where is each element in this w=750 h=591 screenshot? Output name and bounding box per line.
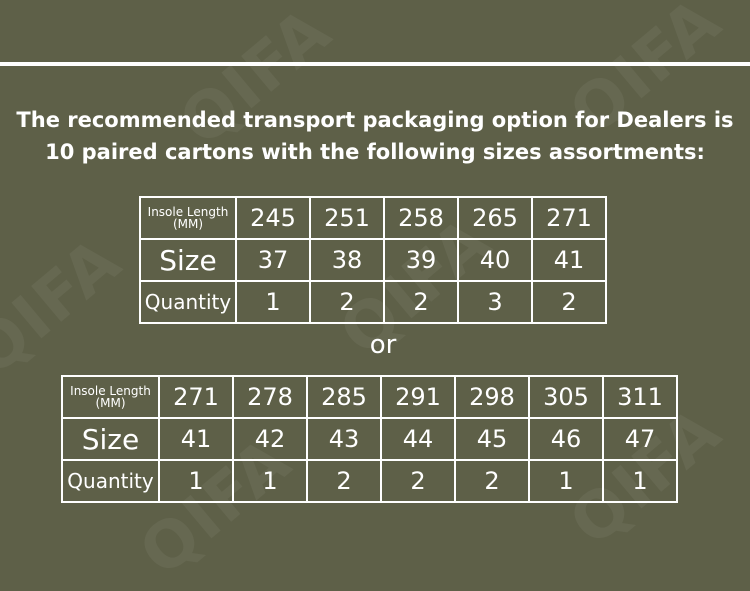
table-row-size: Size 37 38 39 40 41 bbox=[139, 238, 607, 282]
row-label-line: Insole Length bbox=[70, 384, 151, 398]
cell-insole-length: 258 bbox=[383, 196, 459, 240]
cell-size: 37 bbox=[235, 238, 311, 282]
watermark: QIFA bbox=[0, 223, 136, 391]
cell-insole-length: 305 bbox=[528, 375, 604, 419]
headline-line-1: The recommended transport packaging opti… bbox=[16, 108, 734, 132]
table-row-quantity: Quantity 1 2 2 3 2 bbox=[139, 280, 607, 324]
table-row-insole-length: Insole Length (MM) 245 251 258 265 271 bbox=[139, 196, 607, 240]
cell-size: 44 bbox=[380, 417, 456, 461]
row-label-unit: (MM) bbox=[172, 217, 204, 231]
cell-size: 41 bbox=[158, 417, 234, 461]
cell-insole-length: 251 bbox=[309, 196, 385, 240]
table-row-insole-length: Insole Length (MM) 271 278 285 291 298 305 311 bbox=[61, 375, 678, 419]
table-row-quantity: Quantity 1 1 2 2 2 1 1 bbox=[61, 459, 678, 503]
cell-size: 39 bbox=[383, 238, 459, 282]
cell-insole-length: 245 bbox=[235, 196, 311, 240]
row-label-size: Size bbox=[139, 238, 237, 282]
cell-size: 41 bbox=[531, 238, 607, 282]
cell-size: 46 bbox=[528, 417, 604, 461]
row-label-unit: (MM) bbox=[95, 396, 126, 410]
cell-quantity: 1 bbox=[602, 459, 678, 503]
size-table-2: Insole Length (MM) 271 278 285 291 298 305 311 Si… bbox=[61, 375, 678, 503]
cell-size: 38 bbox=[309, 238, 385, 282]
cell-quantity: 2 bbox=[383, 280, 459, 324]
cell-quantity: 1 bbox=[232, 459, 308, 503]
cell-quantity: 2 bbox=[306, 459, 382, 503]
cell-quantity: 1 bbox=[528, 459, 604, 503]
cell-quantity: 2 bbox=[380, 459, 456, 503]
cell-size: 45 bbox=[454, 417, 530, 461]
table-row-size: Size 41 42 43 44 45 46 47 bbox=[61, 417, 678, 461]
cell-insole-length: 265 bbox=[457, 196, 533, 240]
cell-insole-length: 311 bbox=[602, 375, 678, 419]
row-label-line: Insole Length bbox=[147, 205, 229, 219]
cell-insole-length: 298 bbox=[454, 375, 530, 419]
cell-insole-length: 285 bbox=[306, 375, 382, 419]
cell-quantity: 1 bbox=[235, 280, 311, 324]
row-label-quantity: Quantity bbox=[139, 280, 237, 324]
cell-quantity: 1 bbox=[158, 459, 234, 503]
cell-insole-length: 271 bbox=[531, 196, 607, 240]
headline: The recommended transport packaging opti… bbox=[0, 104, 750, 168]
cell-quantity: 2 bbox=[309, 280, 385, 324]
cell-quantity: 2 bbox=[454, 459, 530, 503]
cell-size: 43 bbox=[306, 417, 382, 461]
row-label-insole-length: Insole Length (MM) bbox=[139, 196, 237, 240]
divider-line bbox=[0, 62, 750, 66]
headline-line-2: 10 paired cartons with the following siz… bbox=[45, 140, 705, 164]
cell-insole-length: 278 bbox=[232, 375, 308, 419]
cell-size: 40 bbox=[457, 238, 533, 282]
cell-size: 47 bbox=[602, 417, 678, 461]
cell-quantity: 3 bbox=[457, 280, 533, 324]
cell-size: 42 bbox=[232, 417, 308, 461]
row-label-insole-length: Insole Length (MM) bbox=[61, 375, 160, 419]
cell-quantity: 2 bbox=[531, 280, 607, 324]
cell-insole-length: 271 bbox=[158, 375, 234, 419]
row-label-quantity: Quantity bbox=[61, 459, 160, 503]
row-label-size: Size bbox=[61, 417, 160, 461]
or-separator: or bbox=[369, 330, 397, 360]
cell-insole-length: 291 bbox=[380, 375, 456, 419]
size-table-1: Insole Length (MM) 245 251 258 265 271 Size 37 38… bbox=[139, 196, 607, 324]
